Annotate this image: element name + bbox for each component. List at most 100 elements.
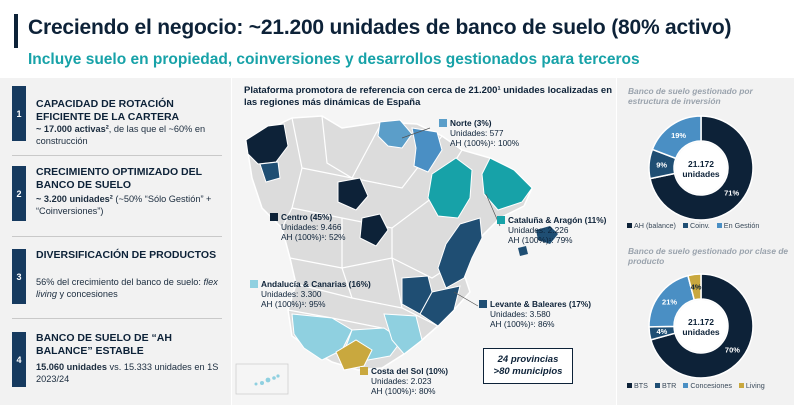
region-name: Cataluña & Aragón (11%) — [508, 215, 607, 225]
canarias-islands — [254, 374, 280, 386]
region-units: Unidades: 3.300 — [261, 289, 322, 299]
divider — [12, 318, 222, 319]
divider — [12, 236, 222, 237]
donut-center-total: 21.172 — [688, 317, 714, 327]
highlight-number: 3 — [12, 249, 26, 304]
donut-slice-living — [687, 273, 702, 301]
region-units: Unidades: 9.466 — [281, 222, 342, 232]
legend-label: En Gestión — [723, 221, 760, 230]
highlight-body-bold: 15.060 unidades — [36, 362, 107, 372]
highlight-body-text: (~50% “Sólo Gestión” + “Coinversiones”) — [36, 194, 212, 216]
region-ah: AH (100%)¹: 95% — [261, 299, 326, 309]
legend-swatch — [716, 223, 722, 228]
region-name: Norte (3%) — [450, 118, 492, 128]
highlight-body-italic: flex living — [36, 277, 218, 299]
legend-item: Living — [738, 381, 765, 390]
highlight-heading: DIVERSIFICACIÓN DE PRODUCTOS — [36, 249, 217, 261]
page-title: Creciendo el negocio: ~21.200 unidades d… — [28, 16, 732, 39]
donut-slice-label: 4% — [691, 282, 702, 291]
donut-center-total: 21.172 — [688, 159, 714, 169]
legend-swatch — [270, 213, 278, 221]
region-norte — [377, 119, 413, 149]
spain-map — [235, 115, 558, 395]
highlight-heading: CRECIMIENTO OPTIMIZADO DEL BANCO DE SUEL… — [36, 166, 202, 191]
region-norte-2 — [411, 127, 443, 173]
donut-slice-ah-balance — [649, 115, 754, 221]
legend-swatch — [360, 367, 368, 375]
region-label-centro: Centro (45%) Unidades: 9.466 AH (100%)¹:… — [270, 212, 346, 242]
donut-center — [675, 142, 727, 194]
legend-swatch — [439, 119, 447, 127]
legend-label: AH (balance) — [634, 221, 676, 230]
region-ah: AH (100%)¹: 80% — [371, 386, 436, 396]
highlight-number: 1 — [12, 86, 26, 141]
donut-slice-label: 21% — [662, 298, 677, 307]
highlight-body: 15.060 unidades vs. 15.333 unidades en 1… — [36, 362, 226, 385]
chart-1-legend: AH (balance) Coinv. En Gestión — [627, 221, 764, 230]
region-galicia — [245, 123, 289, 165]
highlight-item-4: 4 BANCO DE SUELO DE “AH BALANCE” ESTABLE… — [12, 332, 222, 392]
highlight-body-bold: ~ 3.200 unidades² — [36, 194, 113, 204]
region-galicia-2 — [259, 161, 281, 183]
chart-1-title: Banco de suelo gestionado por estructura… — [628, 86, 753, 106]
legend-label: Concesiones — [690, 381, 732, 390]
highlight-body: ~ 17.000 activas², de las que el ~60% en… — [36, 124, 226, 147]
highlight-body-text: y concesiones — [56, 288, 118, 299]
map-heading: Plataforma promotora de referencia con c… — [244, 85, 613, 108]
highlight-body: ~ 3.200 unidades² (~50% “Sólo Gestión” +… — [36, 194, 226, 217]
region-label-levante-baleares: Levante & Baleares (17%) Unidades: 3.580… — [479, 299, 591, 329]
donut-slice-label: 70% — [725, 345, 740, 354]
page-subtitle: Incluye suelo en propiedad, coinversione… — [28, 51, 640, 68]
region-name: Costa del Sol (10%) — [371, 366, 448, 376]
donut-center-unit: unidades — [682, 327, 720, 337]
region-baleares — [536, 226, 558, 244]
donut-slice-en-gesti-n — [651, 115, 702, 160]
legend-label: Living — [745, 381, 765, 390]
legend-swatch — [627, 383, 632, 388]
donut-slice-label: 19% — [671, 131, 686, 140]
donut-slice-label: 4% — [656, 327, 667, 336]
highlight-item-2: 2 CRECIMIENTO OPTIMIZADO DEL BANCO DE SU… — [12, 166, 222, 226]
donut-slice-label: 9% — [656, 160, 667, 169]
region-ah: AH (100%)¹: 79% — [508, 235, 573, 245]
region-name: Andalucía & Canarias (16%) — [261, 279, 371, 289]
legend-item: Coinv. — [682, 221, 710, 230]
donut-center — [675, 300, 727, 352]
region-centro-2 — [359, 213, 389, 247]
legend-item: Concesiones — [683, 381, 732, 390]
region-cataluna — [481, 157, 533, 211]
region-units: Unidades: 577 — [450, 128, 504, 138]
region-centro-1 — [337, 177, 369, 211]
legend-swatch — [654, 383, 660, 388]
region-units: Unidades: 3.580 — [490, 309, 551, 319]
provinces-callout: 24 provincias >80 municipios — [483, 348, 573, 384]
region-baleares-2 — [518, 246, 528, 256]
region-costa-del-sol — [335, 339, 373, 371]
divider — [12, 155, 222, 156]
legend-item: BTR — [654, 381, 677, 390]
title-accent-bar — [14, 14, 18, 48]
legend-item: BTS — [627, 381, 648, 390]
region-label-costa-del-sol: Costa del Sol (10%) Unidades: 2.023 AH (… — [360, 366, 448, 396]
region-ah: AH (100%)¹: 100% — [450, 138, 520, 148]
region-name: Levante & Baleares (17%) — [490, 299, 591, 309]
highlight-number: 4 — [12, 332, 26, 387]
legend-swatch — [683, 383, 689, 388]
donut-slice-label: 71% — [724, 188, 739, 197]
highlight-body-text: , de las que el ~60% en construcción — [36, 124, 206, 146]
highlights-panel — [0, 78, 231, 405]
region-units: Unidades: 2.226 — [508, 225, 569, 235]
highlight-heading: CAPACIDAD DE ROTACIÓN EFICIENTE DE LA CA… — [36, 98, 180, 123]
region-andalucia-3 — [383, 313, 423, 355]
legend-item: En Gestión — [716, 221, 760, 230]
region-ah: AH (100%)¹: 86% — [490, 319, 555, 329]
highlight-number: 2 — [12, 166, 26, 221]
region-label-andalucia-canarias: Andalucía & Canarias (16%) Unidades: 3.3… — [250, 279, 371, 309]
legend-swatch — [479, 300, 487, 308]
provinces-count: 24 provincias — [497, 354, 559, 365]
municipalities-count: >80 municipios — [493, 366, 563, 377]
legend-label: BTR — [661, 381, 677, 390]
highlight-body: 56% del crecimiento del banco de suelo: … — [36, 277, 226, 300]
region-label-norte: Norte (3%) Unidades: 577 AH (100%)¹: 100… — [439, 118, 519, 148]
